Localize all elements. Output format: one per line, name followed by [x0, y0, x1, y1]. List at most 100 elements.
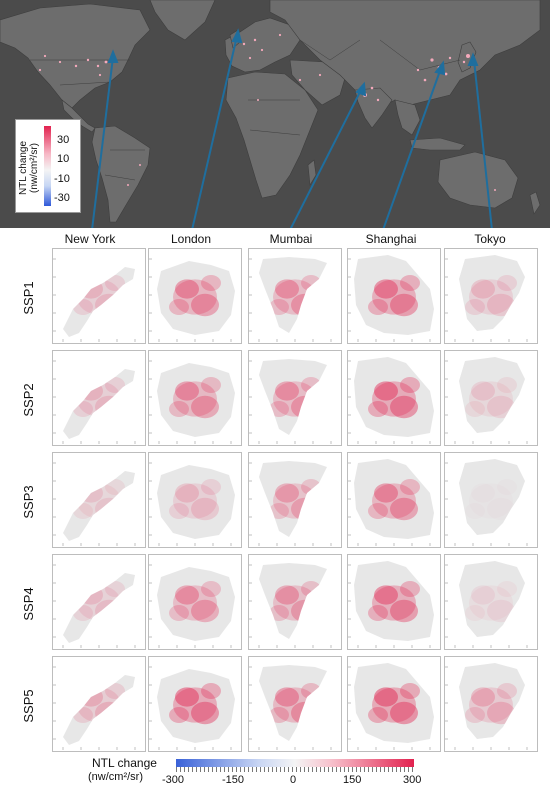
ntl-map: [348, 255, 434, 342]
city-extent: [63, 675, 135, 745]
svg-text:SSP5: SSP5: [21, 689, 36, 722]
ntl-hotspot: [469, 585, 513, 621]
ntl-hotspot: [372, 279, 416, 315]
ntl-hotspot: [497, 377, 517, 393]
ntl-hotspot: [497, 275, 517, 291]
ntl-hotspot: [105, 581, 125, 597]
europe-landmass: [224, 17, 301, 73]
ntl-hotspot: [105, 479, 125, 495]
ntl-hotspot: [465, 299, 485, 315]
city-extent: [259, 257, 327, 333]
ntl-map: [249, 563, 332, 648]
ntl-hotspot: [169, 401, 189, 417]
ntl-hotspot: [275, 279, 299, 299]
ntl-map: [149, 258, 235, 342]
ntl-hotspot: [175, 687, 199, 707]
ntl-hotspot: [95, 497, 123, 521]
ntl-map: [249, 257, 332, 342]
ntl-hotspot: [368, 503, 388, 519]
city-extent: [157, 465, 235, 539]
ntl-map: [445, 459, 528, 546]
city-extent: [354, 255, 434, 335]
ntl-map: [445, 357, 528, 444]
panel-ssp2-mumbai: [248, 350, 342, 446]
ntl-map: [53, 258, 136, 342]
ntl-hotspot: [374, 381, 398, 401]
ntl-hotspot: [105, 377, 125, 393]
ntl-hotspot: [471, 279, 495, 299]
ntl-hotspot: [368, 605, 388, 621]
madagascar-landmass: [307, 159, 317, 186]
city-extent: [259, 665, 327, 741]
panel-ssp4-new-york: [52, 554, 146, 650]
ntl-map: [249, 359, 332, 444]
panel-ssp5-mumbai: [248, 656, 342, 752]
ntl-hotspot: [191, 599, 219, 623]
panel-ssp2-shanghai: [347, 350, 441, 446]
ntl-hotspot: [301, 377, 321, 393]
ntl-hotspot: [175, 585, 199, 605]
panel-legend-unit: (nw/cm²/sr): [88, 771, 143, 783]
north-america-landmass: [0, 3, 151, 109]
panel-legend-tick-300: 300: [403, 774, 422, 786]
ntl-map: [445, 663, 528, 750]
panel-legend-colorbar: [176, 759, 414, 767]
world-map-svg: [0, 0, 550, 231]
ntl-hotspot: [487, 293, 515, 317]
ntl-map: [149, 360, 235, 444]
ntl-hotspot: [173, 483, 217, 519]
city-extent: [63, 369, 135, 439]
ntl-hotspot: [400, 377, 420, 393]
map-legend-title-line2: (nw/cm²/sr): [29, 143, 40, 193]
new-zealand-landmass: [529, 191, 541, 215]
ntl-hotspot: [374, 585, 398, 605]
column-label-mumbai: Mumbai: [269, 232, 313, 246]
ntl-hotspot: [400, 479, 420, 495]
ntl-hotspot: [465, 401, 485, 417]
panel-ssp5-london: [148, 656, 242, 752]
panel-legend-tickmarks: [176, 767, 414, 772]
ntl-hotspot: [191, 293, 219, 317]
ntl-hotspot: [275, 381, 299, 401]
ntl-hotspot: [175, 279, 199, 299]
ntl-hotspot: [400, 275, 420, 291]
panel-legend-tick-150: 150: [343, 774, 362, 786]
panel-ssp4-mumbai: [248, 554, 342, 650]
city-extent: [354, 459, 434, 539]
city-extent: [157, 261, 235, 335]
panel-legend: NTL change (nw/cm²/sr) -300 -150 0 150 3…: [0, 755, 550, 791]
map-legend-unit: (nw/cm²/sr): [29, 143, 40, 193]
ntl-hotspot: [79, 279, 103, 299]
ntl-hotspot: [368, 707, 388, 723]
australia-landmass: [437, 151, 519, 209]
ntl-map: [249, 461, 332, 546]
ntl-hotspot: [269, 605, 289, 621]
ntl-hotspot: [201, 683, 221, 699]
ntl-hotspot: [191, 395, 219, 419]
ntl-hotspot: [497, 683, 517, 699]
ntl-hotspot: [372, 381, 416, 417]
city-extent: [354, 561, 434, 641]
column-label-new-york: New York: [64, 232, 116, 246]
ntl-hotspot: [301, 683, 321, 699]
panel-ssp3-new-york: [52, 452, 146, 548]
panel-ssp3-london: [148, 452, 242, 548]
svg-text:NTL change: NTL change: [18, 141, 29, 196]
ntl-hotspot: [465, 605, 485, 621]
ntl-hotspot: [175, 381, 199, 401]
ntl-hotspot: [169, 605, 189, 621]
row-label-ssp2: SSP2: [21, 383, 36, 416]
ntl-hotspot: [291, 497, 319, 521]
ntl-hotspot: [487, 599, 515, 623]
ntl-hotspot: [269, 401, 289, 417]
ntl-hotspot: [73, 503, 93, 519]
ntl-hotspot: [400, 683, 420, 699]
ntl-map: [348, 459, 434, 546]
ntl-hotspot: [169, 503, 189, 519]
map-legend-tick-30: 30: [57, 134, 70, 146]
panel-ssp1-mumbai: [248, 248, 342, 344]
ntl-hotspot: [73, 299, 93, 315]
city-extent: [157, 567, 235, 641]
ntl-hotspot: [301, 581, 321, 597]
africa-landmass: [225, 71, 319, 199]
